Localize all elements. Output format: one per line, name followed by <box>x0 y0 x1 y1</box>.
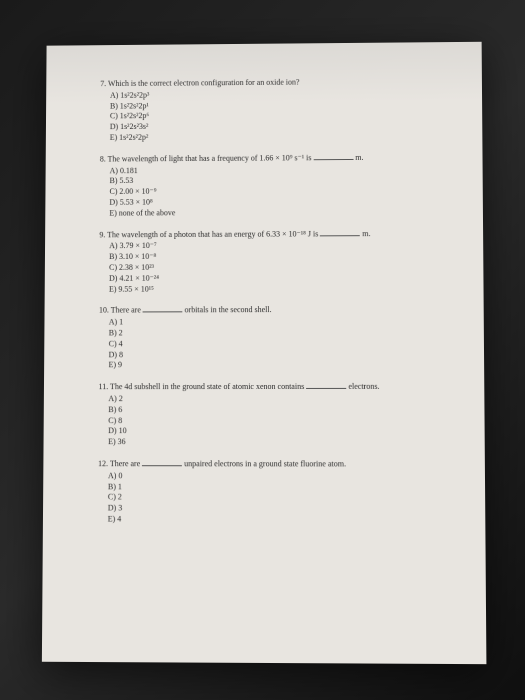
option: A) 0 <box>107 471 444 482</box>
option: E) 4 <box>107 514 444 526</box>
question-stem: 9. The wavelength of a photon that has a… <box>99 227 443 240</box>
stem-pre: 12. There are <box>98 459 142 468</box>
options: A) 3.79 × 10⁻⁷B) 3.10 × 10⁻⁸C) 2.38 × 10… <box>99 240 443 295</box>
option: A) 1 <box>108 317 443 329</box>
stem-pre: 9. The wavelength of a photon that has a… <box>99 229 320 239</box>
option: E) 36 <box>108 437 444 448</box>
stem-pre: 8. The wavelength of light that has a fr… <box>99 153 313 163</box>
question-12: 12. There are unpaired electrons in a gr… <box>97 458 444 526</box>
question-stem: 10. There are orbitals in the second she… <box>98 304 443 317</box>
stem-pre: 10. There are <box>98 306 142 315</box>
option: E) 9.55 × 10¹⁵ <box>108 283 442 295</box>
option: E) none of the above <box>109 207 442 219</box>
option: D) 8 <box>108 349 443 360</box>
question-8: 8. The wavelength of light that has a fr… <box>99 151 442 219</box>
question-stem: 8. The wavelength of light that has a fr… <box>99 151 442 165</box>
question-7: 7. Which is the correct electron configu… <box>99 77 441 144</box>
stem-post: electrons. <box>346 382 379 391</box>
option: D) 3 <box>107 503 444 515</box>
option: C) 8 <box>108 416 444 427</box>
worksheet-page: 7. Which is the correct electron configu… <box>41 42 486 664</box>
question-11: 11. The 4d subshell in the ground state … <box>98 381 444 448</box>
stem-post: m. <box>353 153 363 162</box>
question-stem: 12. There are unpaired electrons in a gr… <box>98 458 444 470</box>
stem-post: orbitals in the second shell. <box>182 305 271 314</box>
question-9: 9. The wavelength of a photon that has a… <box>99 227 443 295</box>
blank-line <box>320 228 360 236</box>
option: D) 10 <box>108 426 444 437</box>
blank-line <box>313 152 353 160</box>
option: E) 9 <box>108 360 443 371</box>
option: A) 2 <box>108 394 444 405</box>
option: E) 1s²2s²2p² <box>109 131 442 144</box>
option: B) 2 <box>108 328 443 340</box>
option: C) 4 <box>108 338 443 349</box>
option: B) 6 <box>108 405 444 416</box>
option: C) 2 <box>107 493 444 504</box>
options: A) 1B) 2C) 4D) 8E) 9 <box>98 317 443 372</box>
stem-post: unpaired electrons in a ground state flu… <box>182 459 346 468</box>
blank-line <box>142 458 182 466</box>
blank-line <box>142 305 182 313</box>
blank-line <box>306 381 346 389</box>
options: A) 1s²2s²2p³B) 1s²2s²2p¹C) 1s²2s²2p⁶D) 1… <box>99 88 441 144</box>
option: B) 1 <box>107 482 444 493</box>
options: A) 0B) 1C) 2D) 3E) 4 <box>97 471 444 526</box>
stem-pre: 11. The 4d subshell in the ground state … <box>98 382 306 391</box>
options: A) 0.181B) 5.53C) 2.00 × 10⁻⁹D) 5.53 × 1… <box>99 164 442 219</box>
question-stem: 11. The 4d subshell in the ground state … <box>98 381 443 393</box>
question-10: 10. There are orbitals in the second she… <box>98 304 443 371</box>
stem-post: m. <box>360 229 370 238</box>
options: A) 2B) 6C) 8D) 10E) 36 <box>98 394 444 448</box>
